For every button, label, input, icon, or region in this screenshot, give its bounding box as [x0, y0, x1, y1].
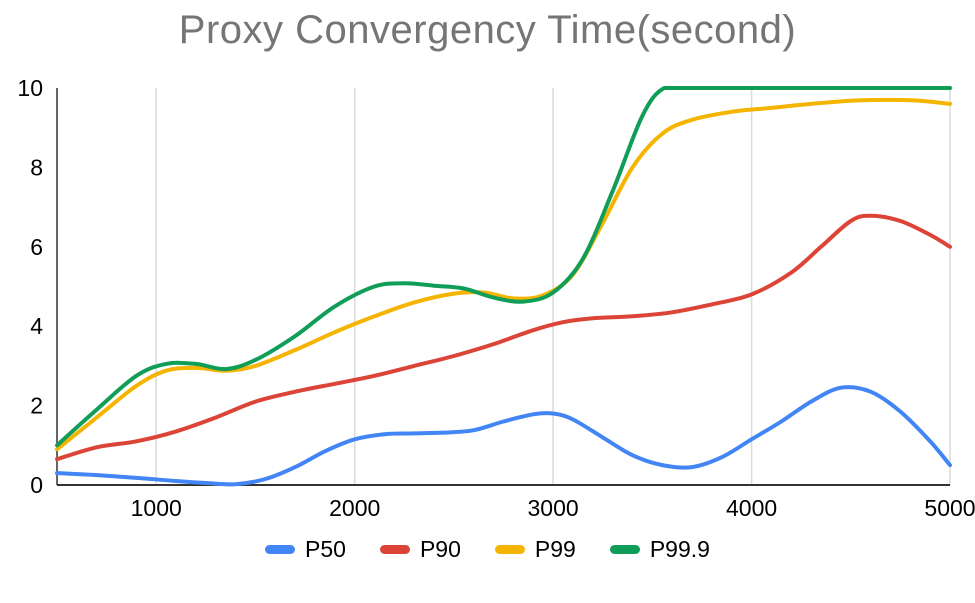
legend: P50 P90 P99 P99.9	[0, 536, 975, 563]
legend-item: P99	[494, 536, 576, 563]
legend-label: P99	[534, 536, 576, 562]
y-tick-label: 4	[30, 313, 43, 339]
legend-swatch-icon	[494, 545, 525, 554]
series-line-P99.9	[55, 85, 952, 448]
legend-swatch-icon	[609, 545, 640, 554]
x-tick-label: 2000	[329, 495, 380, 521]
x-tick-label: 1000	[131, 495, 182, 521]
series-line-P99	[55, 97, 952, 452]
legend-swatch-icon	[265, 545, 296, 554]
y-tick-label: 6	[30, 234, 43, 260]
legend-item: P50	[265, 536, 346, 563]
legend-label: P90	[419, 536, 461, 562]
x-tick-label: 3000	[528, 495, 579, 521]
legend-label: P99.9	[649, 536, 710, 562]
x-tick-label: 5000	[924, 495, 975, 521]
series-line-P90	[55, 213, 952, 462]
x-tick-label: 4000	[726, 495, 777, 521]
legend-swatch-icon	[379, 545, 410, 554]
legend-item: P90	[379, 536, 461, 563]
y-tick-label: 2	[30, 393, 43, 419]
y-tick-label: 8	[30, 154, 43, 180]
y-tick-label: 0	[30, 472, 43, 498]
legend-item: P99.9	[609, 536, 710, 563]
chart-title: Proxy Convergency Time(second)	[178, 8, 797, 52]
legend-label: P50	[305, 536, 346, 562]
y-tick-label: 10	[17, 75, 43, 101]
series-line-P50	[55, 385, 952, 487]
